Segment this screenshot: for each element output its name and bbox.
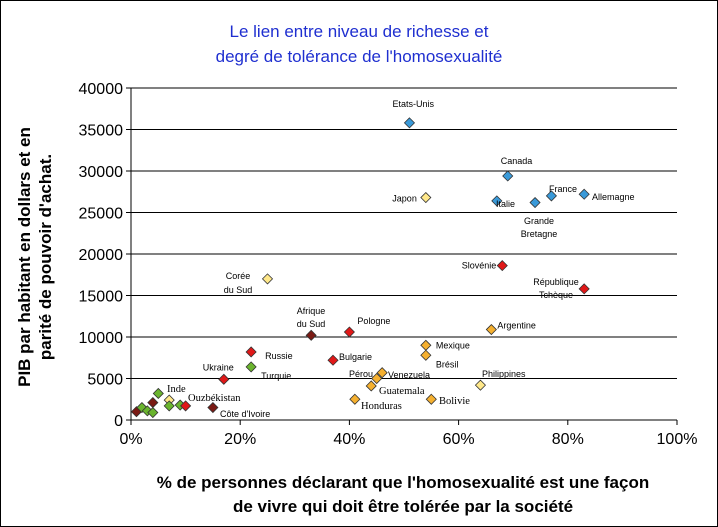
- label-venezuela: Venezuela: [388, 370, 430, 380]
- point-unlabeled: [147, 397, 159, 409]
- x-axis-title-line-2: de vivre qui doit être tolérée par la so…: [233, 497, 573, 516]
- point-afrique-du-sud: [305, 329, 317, 341]
- y-tick-label: 20000: [79, 247, 124, 264]
- point-france: [545, 190, 557, 202]
- point-bresil: [420, 349, 432, 361]
- label-ouzbekistan: Ouzbékistan: [188, 393, 241, 404]
- y-tick-label: 35000: [79, 123, 124, 140]
- label-argentine: Argentine: [497, 321, 536, 331]
- label-bolivie: Bolivie: [439, 396, 470, 407]
- y-tick-label: 15000: [79, 289, 124, 306]
- point-inde: [152, 387, 164, 400]
- point-guatemala: [365, 380, 377, 392]
- y-tick-label: 5000: [87, 372, 123, 389]
- label-afrique-du-sud: du Sud: [297, 319, 326, 329]
- x-tick-label: 100%: [657, 431, 698, 448]
- label-perou: Pérou: [349, 369, 373, 379]
- label-bresil: Brésil: [436, 359, 459, 369]
- label-inde: Inde: [167, 384, 186, 395]
- point-perou: [371, 372, 383, 385]
- chart-title: Le lien entre niveau de richesse et degr…: [216, 22, 503, 66]
- point-republique-tcheque: [578, 283, 590, 295]
- x-tick-label: 60%: [443, 431, 475, 448]
- label-pologne: Pologne: [357, 316, 390, 326]
- y-tick-labels: 0 5000 10000 15000 20000 25000 30000 35000 40000: [79, 81, 124, 430]
- y-axis-title-line-1: PIB par habitant en dollars et en: [15, 127, 34, 387]
- label-japon: Japon: [392, 194, 417, 204]
- label-afrique-du-sud: Afrique: [297, 306, 326, 316]
- point-allemagne: [578, 188, 590, 200]
- label-france: France: [549, 184, 577, 194]
- point-bolivie: [425, 393, 437, 405]
- point-russie: [245, 346, 257, 358]
- label-republique-tcheque: Tchèque: [539, 290, 573, 300]
- y-axis-title-line-2: parité de pouvoir d'achat.: [36, 154, 55, 360]
- label-grande-bretagne: Bretagne: [521, 229, 558, 239]
- data-points: [130, 117, 590, 419]
- chart-title-line-1: Le lien entre niveau de richesse et: [230, 22, 489, 41]
- x-tick-labels: 0% 20% 40% 60% 80% 100%: [119, 431, 697, 448]
- point-japon: [420, 191, 432, 204]
- label-slovenie: Slovénie: [462, 261, 497, 271]
- x-tick-label: 80%: [552, 431, 584, 448]
- label-honduras: Honduras: [361, 401, 402, 412]
- label-coree-du-sud: Corée: [226, 271, 251, 281]
- point-pologne: [343, 326, 355, 338]
- y-tick-label: 25000: [79, 206, 124, 223]
- point-coree-du-sud: [261, 273, 274, 285]
- x-axis-title: % de personnes déclarant que l'homosexua…: [157, 473, 649, 516]
- x-tick-label: 20%: [224, 431, 256, 448]
- label-italie: Italie: [496, 199, 515, 209]
- label-turquie: Turquie: [261, 371, 291, 381]
- label-allemagne: Allemagne: [592, 192, 635, 202]
- label-guatemala: Guatemala: [379, 386, 425, 397]
- x-tick-label: 40%: [333, 431, 365, 448]
- label-bulgarie: Bulgarie: [339, 352, 372, 362]
- point-italie: [491, 195, 503, 207]
- gridlines: [131, 87, 677, 379]
- point-philippines: [474, 379, 487, 391]
- point-unlabeled: [163, 400, 175, 412]
- point-labels: Etats-Unis Canada France Allemagne Italie Gra…: [167, 99, 635, 419]
- point-ukraine: [218, 373, 230, 385]
- point-argentine: [485, 323, 497, 336]
- point-unlabeled: [147, 406, 159, 419]
- point-turquie: [245, 361, 257, 373]
- label-cote-d-ivoire: Côte d'Ivoire: [220, 409, 270, 419]
- point-honduras: [349, 393, 361, 405]
- y-axis-title: PIB par habitant en dollars et en parité…: [15, 127, 55, 387]
- point-canada: [502, 170, 514, 182]
- point-cote-d-ivoire: [207, 401, 219, 414]
- label-ukraine: Ukraine: [203, 362, 234, 372]
- point-bulgarie: [327, 354, 339, 366]
- point-venezuela: [376, 367, 388, 379]
- axes: [126, 87, 678, 425]
- y-tick-label: 30000: [79, 164, 124, 181]
- point-mexique: [420, 339, 432, 351]
- point-grande-bretagne: [529, 196, 541, 209]
- x-axis-title-line-1: % de personnes déclarant que l'homosexua…: [157, 473, 649, 492]
- y-tick-label: 10000: [79, 330, 124, 347]
- y-tick-label: 40000: [79, 81, 124, 98]
- label-mexique: Mexique: [436, 340, 470, 350]
- label-etats-unis: Etats-Unis: [392, 99, 434, 109]
- y-tick-label: 0: [114, 413, 123, 430]
- label-canada: Canada: [501, 156, 533, 166]
- label-philippines: Philippines: [482, 369, 526, 379]
- point-slovenie: [496, 260, 508, 272]
- label-republique-tcheque: République: [533, 277, 579, 287]
- point-etats-unis: [403, 117, 416, 129]
- chart-title-line-2: degré de tolérance de l'homosexualité: [216, 47, 503, 66]
- label-coree-du-sud: du Sud: [224, 285, 253, 295]
- label-grande-bretagne: Grande: [524, 216, 554, 226]
- x-tick-label: 0%: [119, 431, 142, 448]
- point-unlabeled: [180, 400, 192, 412]
- label-russie: Russie: [265, 351, 293, 361]
